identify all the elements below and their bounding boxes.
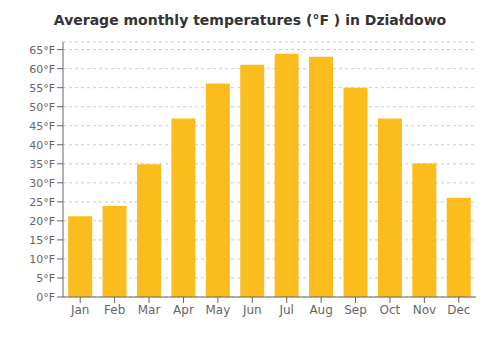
svg-text:20°F: 20°F [29, 215, 55, 228]
svg-text:Oct: Oct [380, 303, 401, 317]
svg-text:Mar: Mar [138, 303, 161, 317]
svg-text:May: May [205, 303, 230, 317]
svg-text:35°F: 35°F [29, 158, 55, 171]
svg-text:Dec: Dec [447, 303, 470, 317]
svg-text:15°F: 15°F [29, 234, 55, 247]
svg-text:Jul: Jul [278, 303, 293, 317]
svg-text:50°F: 50°F [29, 101, 55, 114]
svg-text:Sep: Sep [344, 303, 367, 317]
svg-text:30°F: 30°F [29, 177, 55, 190]
svg-text:55°F: 55°F [29, 82, 55, 95]
svg-text:45°F: 45°F [29, 120, 55, 133]
svg-text:10°F: 10°F [29, 253, 55, 266]
svg-text:60°F: 60°F [29, 63, 55, 76]
svg-text:40°F: 40°F [29, 139, 55, 152]
svg-text:Nov: Nov [413, 303, 436, 317]
svg-text:25°F: 25°F [29, 196, 55, 209]
html-text:Average monthly temperatures (: Average monthly temperatures (°F ) in Dz… [53, 12, 447, 28]
svg-text:Feb: Feb [104, 303, 125, 317]
svg-text:5°F: 5°F [36, 272, 55, 285]
svg-text:Jan: Jan [70, 303, 90, 317]
svg-text:65°F: 65°F [29, 44, 55, 57]
svg-text:Aug: Aug [309, 303, 332, 317]
svg-text:Apr: Apr [173, 303, 194, 317]
svg-text:Jun: Jun [242, 303, 262, 317]
svg-text:0°F: 0°F [36, 291, 55, 304]
